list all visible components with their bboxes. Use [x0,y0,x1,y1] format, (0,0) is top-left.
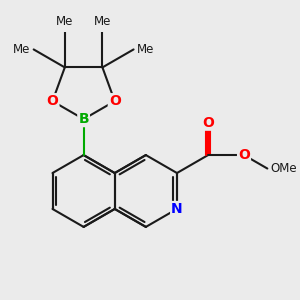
Text: Me: Me [13,43,31,56]
Text: O: O [238,148,250,162]
Text: N: N [171,202,183,216]
Text: OMe: OMe [270,162,297,175]
Text: B: B [78,112,89,126]
Text: Me: Me [94,16,111,28]
Text: O: O [46,94,58,108]
Text: Me: Me [136,43,154,56]
Text: Me: Me [56,16,74,28]
Text: O: O [202,116,214,130]
Text: O: O [109,94,121,108]
